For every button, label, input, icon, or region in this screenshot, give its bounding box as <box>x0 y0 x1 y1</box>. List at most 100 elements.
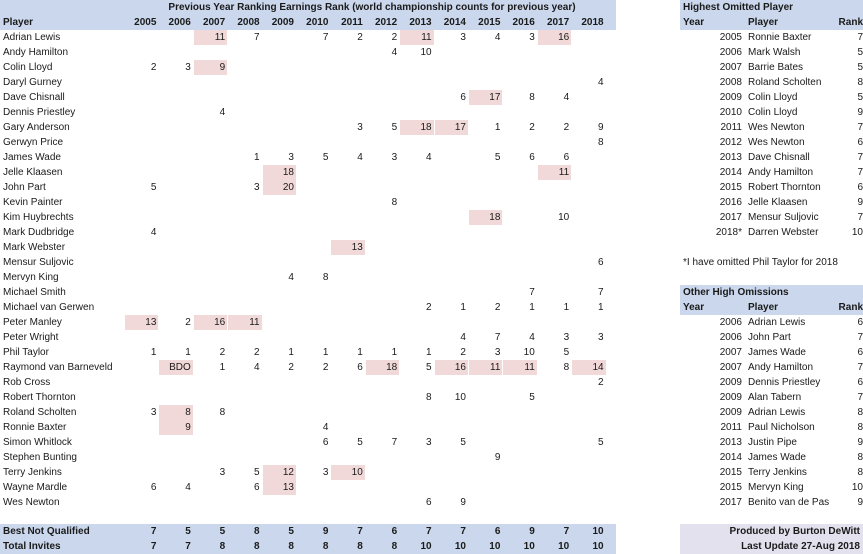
side-year: 2011 <box>720 122 742 133</box>
other-omissions-year-header: Year <box>683 302 705 313</box>
side-year: 2006 <box>719 332 742 343</box>
rank-cell: 4 <box>322 422 329 433</box>
side-rank: 5 <box>857 62 863 73</box>
player-name: Raymond van Barneveld <box>3 362 113 373</box>
rank-cell: 5 <box>322 152 329 163</box>
rank-cell: 4 <box>563 92 570 103</box>
rank-cell-highlighted: 8 <box>159 405 193 420</box>
table-row: Mark Webster 13 <box>0 240 616 255</box>
side-year: 2015 <box>719 182 742 193</box>
player-name: Dennis Priestley <box>3 107 76 118</box>
rank-cell-highlighted: 18 <box>469 210 503 225</box>
side-rank: 7 <box>857 167 863 178</box>
summary-value: 9 <box>322 526 329 537</box>
table-row: Robert Thornton 8 10 5 <box>0 390 616 405</box>
side-rank: 6 <box>857 377 863 388</box>
side-rank: 6 <box>857 137 863 148</box>
table-row: John Part 5 3 20 <box>0 180 616 195</box>
summary-value: 7 <box>357 526 363 537</box>
rank-cell: 2 <box>288 362 294 373</box>
table-row: Rob Cross 2 <box>0 375 616 390</box>
player-name: Simon Whitlock <box>3 437 72 448</box>
rank-cell: 1 <box>598 302 604 313</box>
rank-cell-highlighted: 11 <box>400 30 434 45</box>
year-header: 2011 <box>341 17 363 28</box>
rank-cell: 9 <box>494 452 501 463</box>
side-year: 2009 <box>719 92 742 103</box>
summary-label: Total Invites <box>3 541 61 552</box>
player-name: Wes Newton <box>3 497 60 508</box>
rank-cell: 2 <box>598 377 604 388</box>
rank-cell-highlighted: 18 <box>262 165 296 180</box>
table-row: Kim Huybrechts 18 10 <box>0 210 616 225</box>
player-name: Mervyn King <box>3 272 59 283</box>
rank-cell: 1 <box>322 347 329 358</box>
rank-cell: 2 <box>357 32 363 43</box>
rank-cell-highlighted: 11 <box>503 360 537 375</box>
rank-cell: 1 <box>563 302 570 313</box>
player-name: Peter Manley <box>3 317 62 328</box>
side-player: Paul Nicholson <box>748 422 815 433</box>
side-year: 2011 <box>720 422 742 433</box>
year-header: 2007 <box>202 17 226 28</box>
side-player: Roland Scholten <box>748 77 822 88</box>
summary-value: 10 <box>523 541 535 552</box>
rank-cell: 10 <box>523 347 535 358</box>
rank-cell: 8 <box>563 362 570 373</box>
highest-omitted-title: Highest Omitted Player <box>683 2 794 13</box>
side-player: Terry Jenkins <box>748 467 807 478</box>
player-name: Terry Jenkins <box>3 467 62 478</box>
player-name: Kim Huybrechts <box>3 212 74 223</box>
rank-cell-highlighted: 12 <box>262 465 296 480</box>
rank-cell: 2 <box>185 317 191 328</box>
rank-cell: 8 <box>529 92 535 103</box>
table-row: Gerwyn Price 8 <box>0 135 616 150</box>
year-header: 2014 <box>443 17 466 28</box>
side-player: John Part <box>748 332 791 343</box>
player-name: Phil Taylor <box>3 347 49 358</box>
rank-cell: 6 <box>357 362 363 373</box>
year-header: 2017 <box>546 17 570 28</box>
side-year: 2012 <box>719 137 742 148</box>
rank-cell: 4 <box>357 152 363 163</box>
side-rank: 7 <box>857 332 863 343</box>
rank-cell-highlighted: BDO <box>159 360 193 375</box>
player-name: Stephen Bunting <box>3 452 77 463</box>
player-name: Andy Hamilton <box>3 47 69 58</box>
highest-omitted-player-header: Player <box>748 17 779 28</box>
rank-cell-highlighted: 11 <box>537 165 572 180</box>
table-row: Ronnie Baxter 9 4 <box>0 420 616 435</box>
rank-cell: 3 <box>150 407 157 418</box>
side-year: 2005 <box>719 32 742 43</box>
rank-cell-highlighted: 17 <box>434 120 468 135</box>
rank-cell: 4 <box>150 227 157 238</box>
rank-cell: 9 <box>460 497 466 508</box>
side-player: Colin Lloyd <box>748 107 798 118</box>
player-name: Wayne Mardle <box>3 482 68 493</box>
rank-cell: 2 <box>254 347 260 358</box>
rank-cell: 2 <box>219 347 226 358</box>
summary-value: 7 <box>460 526 466 537</box>
rank-cell-highlighted: 18 <box>365 360 400 375</box>
rank-cell: 8 <box>598 137 604 148</box>
table-row: Terry Jenkins 3 5 12 3 10 <box>0 465 616 480</box>
side-rank: 7 <box>857 362 863 373</box>
rank-cell: 8 <box>391 197 398 208</box>
side-player: Robert Thornton <box>748 182 821 193</box>
side-player: Andy Hamilton <box>748 167 814 178</box>
summary-value: 10 <box>420 541 432 552</box>
other-omissions-player-header: Player <box>748 302 779 313</box>
side-year: 2006 <box>719 47 742 58</box>
player-name: Gary Anderson <box>3 122 70 133</box>
side-year: 2013 <box>719 152 742 163</box>
player-name: Ronnie Baxter <box>3 422 67 433</box>
table-row: Stephen Bunting 9 <box>0 450 616 465</box>
year-header: 2009 <box>271 17 294 28</box>
side-player: Darren Webster <box>748 227 819 238</box>
rank-cell: 7 <box>391 437 398 448</box>
rank-cell: 4 <box>254 362 260 373</box>
table-row: Dennis Priestley 4 <box>0 105 616 120</box>
side-player: Benito van de Pas <box>748 497 830 508</box>
side-year: 2013 <box>719 437 742 448</box>
side-rank: 7 <box>857 32 863 43</box>
